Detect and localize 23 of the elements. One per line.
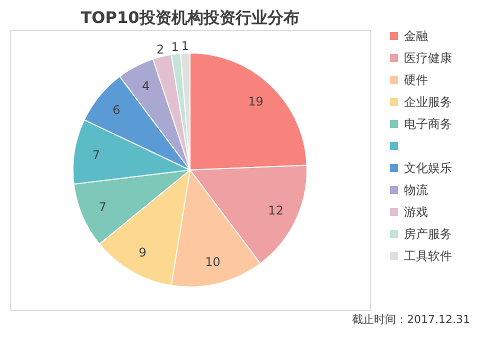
data-label: 4 bbox=[142, 78, 150, 93]
chart-title: TOP10投资机构投资行业分布 bbox=[80, 8, 300, 27]
legend-label: 物流 bbox=[404, 183, 428, 197]
legend-label: 金融 bbox=[404, 29, 428, 43]
data-label: 12 bbox=[268, 204, 284, 218]
data-label: 7 bbox=[98, 200, 106, 214]
data-label: 19 bbox=[248, 94, 264, 108]
legend-label: 企业服务 bbox=[404, 95, 452, 109]
legend-label: 文化娱乐 bbox=[404, 161, 452, 175]
legend-label: 医疗健康 bbox=[404, 51, 452, 65]
data-label: 6 bbox=[112, 102, 120, 117]
data-label: 7 bbox=[92, 148, 100, 162]
legend-label: 电子商务 bbox=[404, 117, 452, 131]
legend-label: 硬件 bbox=[404, 73, 428, 87]
legend-label: 游戏 bbox=[404, 205, 428, 219]
data-label: 1 bbox=[171, 40, 179, 54]
legend-label: 工具软件 bbox=[404, 249, 452, 263]
legend-label: 房产服务 bbox=[404, 227, 452, 241]
data-label: 1 bbox=[181, 39, 189, 54]
data-label: 10 bbox=[205, 255, 220, 270]
text: 截止时间：2017.12.31 bbox=[352, 313, 470, 326]
data-label: 9 bbox=[138, 245, 146, 260]
data-label: 2 bbox=[156, 42, 164, 57]
